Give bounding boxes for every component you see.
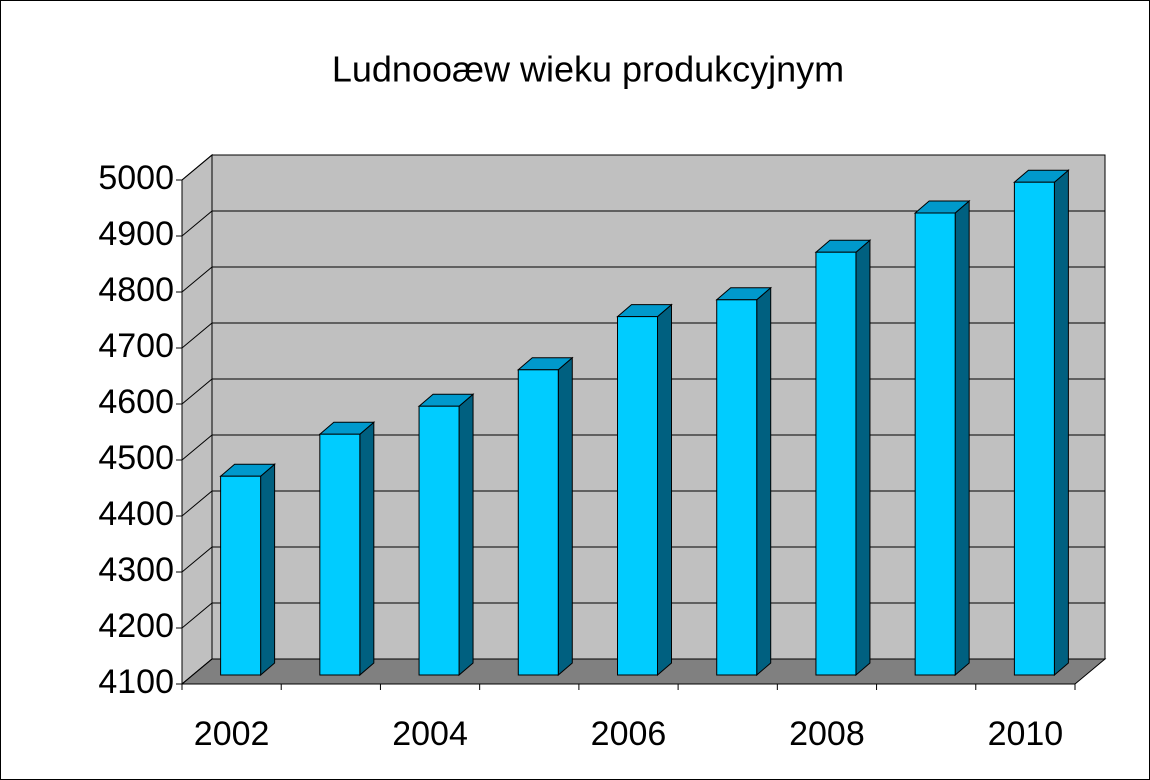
y-tick-label: 4400	[98, 495, 174, 533]
grid-line	[181, 378, 1105, 405]
bar-side	[458, 393, 474, 677]
y-tick-label: 4500	[98, 439, 174, 477]
bar-side	[557, 356, 573, 677]
y-tick-label: 4200	[98, 607, 174, 645]
y-tick-label: 4100	[98, 663, 174, 701]
y-tick-label: 5000	[98, 159, 174, 197]
y-tick-label: 4900	[98, 215, 174, 253]
bar-side	[1053, 169, 1069, 677]
side-wall	[181, 153, 213, 686]
bar-side	[855, 239, 871, 677]
bar-side	[756, 286, 772, 677]
x-tick-label: 2010	[988, 715, 1064, 753]
bar-side	[260, 463, 276, 677]
bar	[716, 299, 758, 676]
x-tick-label: 2006	[591, 715, 667, 753]
grid-line	[181, 266, 1105, 293]
bar	[914, 212, 956, 676]
x-tick-label: 2008	[789, 715, 865, 753]
grid-line	[181, 602, 1105, 629]
grid-line	[181, 546, 1105, 573]
y-tick-label: 4700	[98, 327, 174, 365]
grid-line	[181, 434, 1105, 461]
chart-title: Ludnooæw wieku produkcyjnym	[332, 49, 844, 90]
x-tick-label: 2004	[392, 715, 468, 753]
grid-line	[181, 322, 1105, 349]
bar	[319, 433, 361, 676]
grid-line	[181, 490, 1105, 517]
bar-side	[657, 303, 672, 677]
bar-side	[954, 199, 970, 677]
bar	[517, 369, 559, 676]
bar-side	[359, 421, 375, 677]
y-tick-label: 4800	[98, 271, 174, 309]
bar	[815, 251, 857, 676]
bar	[418, 405, 460, 676]
y-tick-label: 4600	[98, 383, 174, 421]
y-tick-label: 4300	[98, 551, 174, 589]
grid-line	[181, 658, 1105, 685]
x-tick-label: 2002	[194, 715, 270, 753]
grid-line	[181, 210, 1105, 237]
grid-line	[181, 154, 1105, 181]
bar	[1013, 181, 1055, 676]
bar	[617, 316, 658, 676]
bar	[220, 475, 262, 676]
